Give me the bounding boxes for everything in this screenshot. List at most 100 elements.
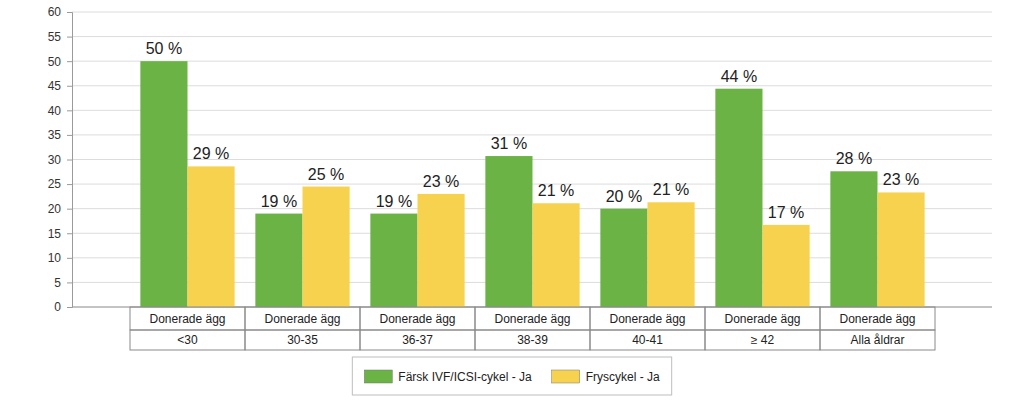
y-tick-mark	[67, 12, 72, 13]
bar	[188, 166, 235, 307]
x-tick-label: Alla åldrar	[850, 333, 904, 347]
y-tick-mark	[67, 307, 72, 308]
grid-line	[72, 134, 992, 135]
legend-label: Färsk IVF/ICSI-cykel - Ja	[398, 370, 532, 384]
x-tick-label: <30	[177, 333, 198, 347]
y-tick: 50	[48, 55, 72, 69]
category-cell	[705, 330, 820, 350]
bar	[715, 89, 762, 307]
data-label: 44 %	[721, 68, 757, 85]
y-tick-mark	[67, 258, 72, 259]
bar	[648, 202, 695, 307]
x-tick-label: Donerade ägg	[724, 312, 800, 326]
y-tick-label: 20	[48, 202, 62, 216]
bar	[255, 214, 302, 307]
y-tick: 40	[48, 104, 72, 118]
x-tick-label: Donerade ägg	[379, 312, 455, 326]
bar	[878, 192, 925, 307]
y-tick-mark	[67, 209, 72, 210]
y-tick: 10	[48, 251, 72, 265]
x-tick-label: Donerade ägg	[839, 312, 915, 326]
x-categories: Donerade ägg <30 Donerade ägg 30-35 Donerade…	[130, 307, 935, 350]
bar	[600, 209, 647, 307]
category-cell	[590, 307, 705, 330]
y-tick-label: 45	[48, 79, 62, 93]
category-cell	[130, 330, 245, 350]
y-tick-mark	[67, 61, 72, 62]
legend-swatch	[364, 370, 392, 383]
y-tick-label: 15	[48, 227, 62, 241]
y-tick-mark	[67, 160, 72, 161]
data-label: 19 %	[376, 193, 412, 210]
category-cell	[705, 307, 820, 330]
grid-line	[72, 12, 992, 13]
data-label: 29 %	[193, 145, 229, 162]
y-tick-mark	[67, 184, 72, 185]
data-label: 50 %	[146, 40, 182, 57]
y-tick-mark	[67, 110, 72, 111]
y-axis-line	[67, 13, 73, 308]
bar	[370, 214, 417, 307]
x-tick-label: Donerade ägg	[264, 312, 340, 326]
bar	[830, 171, 877, 307]
category-cell	[130, 307, 245, 330]
y-tick-label: 10	[48, 251, 62, 265]
data-label: 23 %	[423, 173, 459, 190]
category-cell	[820, 307, 935, 330]
data-label: 21 %	[538, 182, 574, 199]
x-tick-label: 38-39	[517, 333, 548, 347]
y-tick-label: 0	[54, 300, 61, 314]
grid-line	[72, 110, 992, 111]
category-cell	[245, 330, 360, 350]
grid	[72, 12, 992, 307]
grid-line	[72, 36, 992, 37]
y-tick-label: 35	[48, 128, 62, 142]
legend-swatch	[552, 370, 580, 383]
y-tick: 45	[48, 79, 72, 93]
category-cell	[360, 330, 475, 350]
y-tick-mark	[67, 282, 72, 283]
data-label: 25 %	[308, 166, 344, 183]
bar	[418, 194, 465, 307]
bar	[533, 203, 580, 307]
y-tick-label: 40	[48, 104, 62, 118]
data-label: 20 %	[606, 188, 642, 205]
y-axis: 051015202530354045505560	[48, 5, 73, 314]
y-tick: 20	[48, 202, 72, 216]
bars	[140, 61, 924, 307]
grid-line	[72, 61, 992, 62]
x-tick-label: 36-37	[402, 333, 433, 347]
data-label: 23 %	[883, 171, 919, 188]
category-cell	[475, 330, 590, 350]
y-tick: 5	[54, 276, 72, 290]
data-label: 21 %	[653, 181, 689, 198]
y-tick-label: 30	[48, 153, 62, 167]
data-label: 19 %	[261, 193, 297, 210]
y-tick: 35	[48, 128, 72, 142]
chart: 05101520253035404550556050 %19 %19 %31 %…	[0, 0, 1024, 408]
legend-label: Fryscykel - Ja	[586, 370, 660, 384]
legend: Färsk IVF/ICSI-cykel - Ja Fryscykel - Ja	[352, 357, 671, 395]
data-labels: 50 %19 %19 %31 %20 %44 %28 %29 %25 %23 %…	[146, 40, 920, 221]
x-tick-label: 40-41	[632, 333, 663, 347]
y-tick: 30	[48, 153, 72, 167]
x-tick-label: 30-35	[287, 333, 318, 347]
category-cell	[245, 307, 360, 330]
category-cell	[360, 307, 475, 330]
y-tick-label: 60	[48, 5, 62, 19]
x-tick-label: Donerade ägg	[494, 312, 570, 326]
y-tick-mark	[67, 135, 72, 136]
x-tick-label: Donerade ägg	[149, 312, 225, 326]
data-label: 31 %	[491, 135, 527, 152]
y-tick: 0	[54, 300, 72, 314]
bar	[140, 61, 187, 307]
y-tick-mark	[67, 37, 72, 38]
y-tick-label: 50	[48, 55, 62, 69]
y-tick-label: 5	[54, 276, 61, 290]
category-cell	[820, 330, 935, 350]
grid-line	[72, 85, 992, 86]
y-tick-mark	[67, 233, 72, 234]
legend-box	[352, 357, 671, 395]
y-tick: 25	[48, 177, 72, 191]
x-tick-label: Donerade ägg	[609, 312, 685, 326]
